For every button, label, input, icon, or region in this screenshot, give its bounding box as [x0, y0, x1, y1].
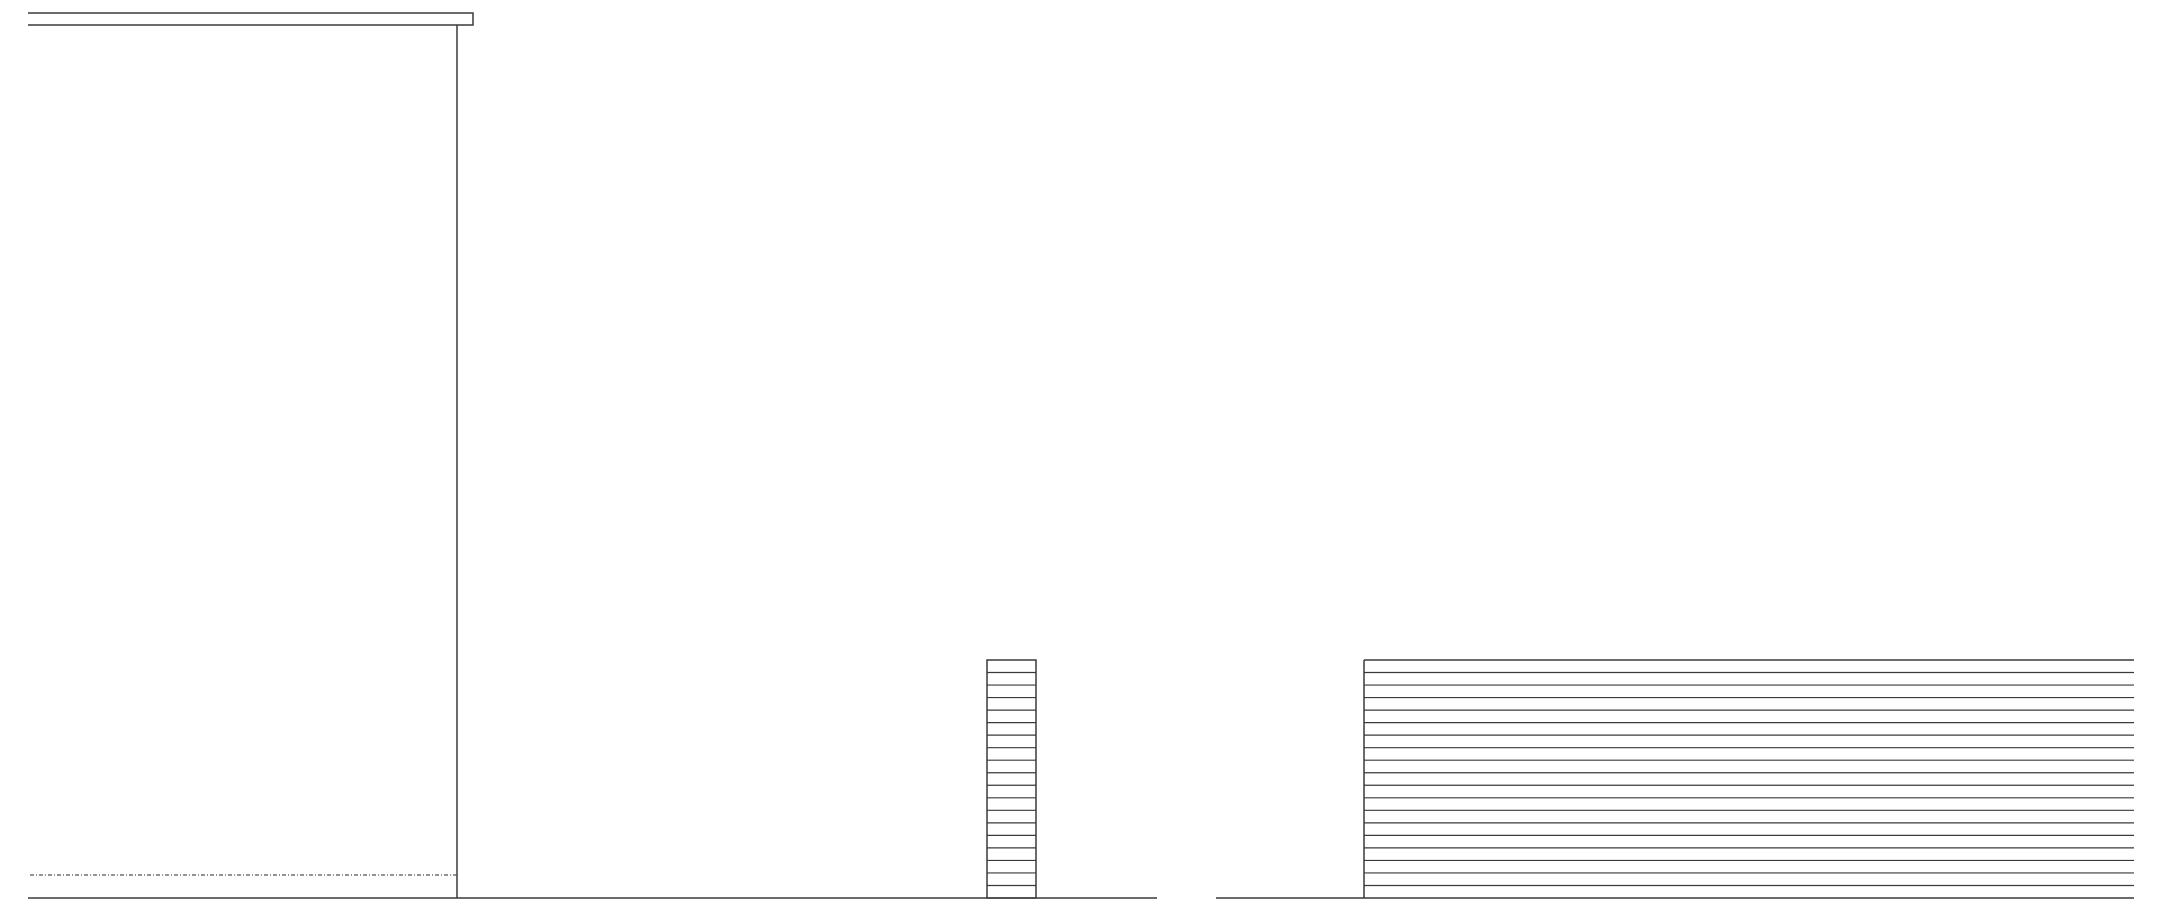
coursed-wall	[1364, 660, 2134, 898]
tower-outline	[987, 660, 1036, 898]
canopy-outline	[28, 13, 473, 25]
left-elevation	[28, 13, 1157, 898]
stacked-tower	[987, 660, 1036, 898]
right-elevation	[1216, 660, 2134, 898]
